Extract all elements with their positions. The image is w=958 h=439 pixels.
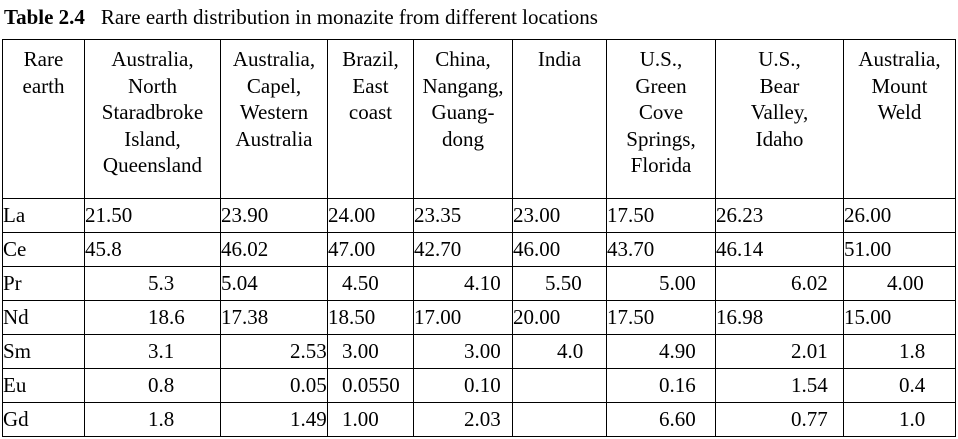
value-cell: 15.00 [843, 300, 956, 335]
value-cell: 2.03 [413, 402, 513, 437]
value-cell: 2.01 [715, 334, 844, 369]
value-cell: 5.04 [220, 266, 328, 301]
value-cell: 0.77 [715, 402, 844, 437]
value-cell: 5.3 [84, 266, 221, 301]
value-cell: 21.50 [84, 198, 221, 233]
element-cell: Gd [2, 402, 85, 437]
value-cell: 0.16 [606, 368, 716, 403]
value-cell: 4.90 [606, 334, 716, 369]
value-cell: 1.54 [715, 368, 844, 403]
header-capel: Australia, Capel, Western Australia [220, 39, 328, 199]
value-cell: 26.00 [843, 198, 956, 233]
value-cell: 17.38 [220, 300, 328, 335]
value-cell: 1.8 [843, 334, 956, 369]
value-cell: 3.00 [413, 334, 513, 369]
header-china: China, Nangang, Guang-dong [413, 39, 513, 199]
value-cell: 46.14 [715, 232, 844, 267]
value-cell: 24.00 [327, 198, 414, 233]
header-row: Rare earth Australia, North Staradbroke Isla… [2, 39, 956, 199]
table-number: Table 2.4 [4, 5, 85, 29]
value-cell: 51.00 [843, 232, 956, 267]
header-north-stradbroke: Australia, North Staradbroke Island, Queensl… [84, 39, 221, 199]
value-cell: 47.00 [327, 232, 414, 267]
table-caption: Table 2.4 Rare earth distribution in mona… [4, 4, 598, 30]
header-mount-weld: Australia, Mount Weld [843, 39, 956, 199]
element-cell: La [2, 198, 85, 233]
table-row: Nd 18.6 17.38 18.50 17.00 20.00 17.50 16… [2, 300, 956, 335]
value-cell: 0.4 [843, 368, 956, 403]
header-india: India [512, 39, 607, 199]
table-row: Sm 3.1 2.53 3.00 3.00 4.0 4.90 2.01 1.8 [2, 334, 956, 369]
element-cell: Pr [2, 266, 85, 301]
table-row: Pr 5.3 5.04 4.50 4.10 5.50 5.00 6.02 4.0… [2, 266, 956, 301]
value-cell: 6.02 [715, 266, 844, 301]
rare-earth-table: Rare earth Australia, North Staradbroke Isla… [2, 39, 956, 437]
table-row: Gd 1.8 1.49 1.00 2.03 6.60 0.77 1.0 [2, 402, 956, 437]
value-cell: 1.0 [843, 402, 956, 437]
value-cell: 0.0550 [327, 368, 414, 403]
table-row: Ce 45.8 46.02 47.00 42.70 46.00 43.70 46… [2, 232, 956, 267]
value-cell [512, 402, 607, 437]
value-cell: 46.00 [512, 232, 607, 267]
element-cell: Ce [2, 232, 85, 267]
value-cell: 4.00 [843, 266, 956, 301]
value-cell: 17.00 [413, 300, 513, 335]
element-cell: Sm [2, 334, 85, 369]
value-cell: 4.0 [512, 334, 607, 369]
value-cell: 1.49 [220, 402, 328, 437]
header-rare-earth: Rare earth [2, 39, 85, 199]
value-cell: 43.70 [606, 232, 716, 267]
value-cell: 23.00 [512, 198, 607, 233]
value-cell: 26.23 [715, 198, 844, 233]
value-cell: 45.8 [84, 232, 221, 267]
value-cell: 5.00 [606, 266, 716, 301]
value-cell: 4.10 [413, 266, 513, 301]
value-cell: 17.50 [606, 300, 716, 335]
element-cell: Nd [2, 300, 85, 335]
header-brazil: Brazil, East coast [327, 39, 414, 199]
header-green-cove-springs: U.S., Green Cove Springs, Florida [606, 39, 716, 199]
value-cell: 0.05 [220, 368, 328, 403]
value-cell: 0.8 [84, 368, 221, 403]
value-cell: 23.35 [413, 198, 513, 233]
value-cell: 3.1 [84, 334, 221, 369]
table-row: Eu 0.8 0.05 0.0550 0.10 0.16 1.54 0.4 [2, 368, 956, 403]
value-cell: 17.50 [606, 198, 716, 233]
table-title: Rare earth distribution in monazite from… [100, 5, 598, 29]
value-cell: 16.98 [715, 300, 844, 335]
value-cell: 1.00 [327, 402, 414, 437]
value-cell [512, 368, 607, 403]
element-cell: Eu [2, 368, 85, 403]
value-cell: 0.10 [413, 368, 513, 403]
value-cell: 5.50 [512, 266, 607, 301]
table-row: La 21.50 23.90 24.00 23.35 23.00 17.50 2… [2, 198, 956, 233]
header-bear-valley: U.S., Bear Valley, Idaho [715, 39, 844, 199]
value-cell: 46.02 [220, 232, 328, 267]
value-cell: 1.8 [84, 402, 221, 437]
value-cell: 4.50 [327, 266, 414, 301]
value-cell: 23.90 [220, 198, 328, 233]
value-cell: 6.60 [606, 402, 716, 437]
value-cell: 18.6 [84, 300, 221, 335]
value-cell: 2.53 [220, 334, 328, 369]
value-cell: 3.00 [327, 334, 414, 369]
value-cell: 18.50 [327, 300, 414, 335]
value-cell: 42.70 [413, 232, 513, 267]
value-cell: 20.00 [512, 300, 607, 335]
